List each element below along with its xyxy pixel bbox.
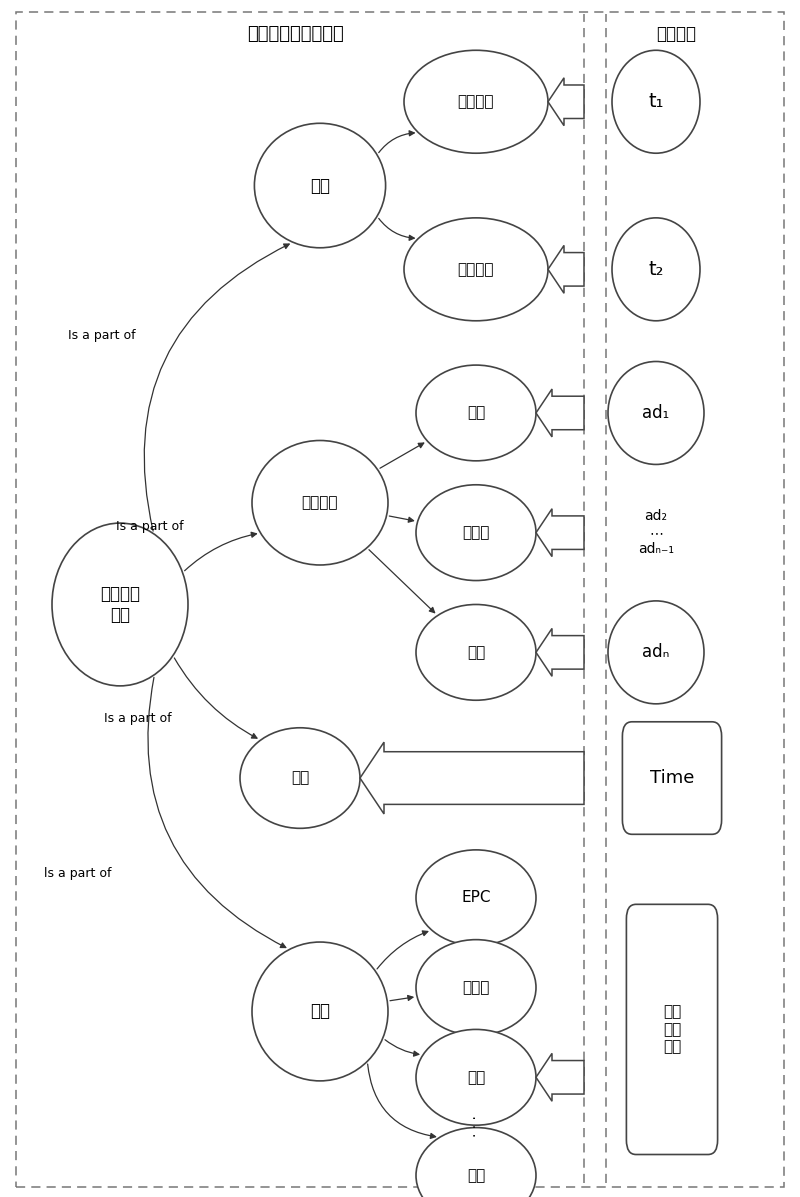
Ellipse shape bbox=[416, 365, 536, 461]
Ellipse shape bbox=[240, 728, 360, 828]
Text: · · ·: · · · bbox=[469, 1116, 483, 1137]
Text: ad₁: ad₁ bbox=[642, 403, 670, 423]
Text: 必经站: 必经站 bbox=[462, 525, 490, 540]
Ellipse shape bbox=[612, 50, 700, 153]
Text: 时间: 时间 bbox=[291, 771, 309, 785]
Text: 产品: 产品 bbox=[310, 1002, 330, 1021]
Text: 大小: 大小 bbox=[467, 1070, 485, 1084]
Ellipse shape bbox=[416, 1128, 536, 1197]
Ellipse shape bbox=[416, 940, 536, 1035]
Text: adₙ: adₙ bbox=[642, 643, 670, 662]
Ellipse shape bbox=[404, 50, 548, 153]
FancyBboxPatch shape bbox=[626, 905, 718, 1154]
Text: 属性赋值: 属性赋值 bbox=[656, 24, 696, 43]
Ellipse shape bbox=[416, 850, 536, 946]
Ellipse shape bbox=[608, 601, 704, 704]
Text: Is a part of: Is a part of bbox=[68, 329, 136, 341]
Ellipse shape bbox=[416, 604, 536, 700]
Text: 起点: 起点 bbox=[467, 406, 485, 420]
Text: Time: Time bbox=[650, 768, 694, 788]
Text: t₂: t₂ bbox=[648, 260, 664, 279]
Text: Is a part of: Is a part of bbox=[104, 712, 172, 724]
Polygon shape bbox=[536, 628, 584, 676]
Ellipse shape bbox=[252, 440, 388, 565]
Text: 温度下限: 温度下限 bbox=[458, 262, 494, 277]
Text: 终点: 终点 bbox=[467, 645, 485, 660]
Text: 产品
初始
信息: 产品 初始 信息 bbox=[663, 1004, 681, 1055]
Ellipse shape bbox=[254, 123, 386, 248]
Text: 冷链物流
信息: 冷链物流 信息 bbox=[100, 585, 140, 624]
Polygon shape bbox=[548, 245, 584, 293]
Text: 温度上限: 温度上限 bbox=[458, 95, 494, 109]
FancyBboxPatch shape bbox=[622, 722, 722, 834]
Text: 温度: 温度 bbox=[310, 176, 330, 195]
Text: 出厂商: 出厂商 bbox=[462, 980, 490, 995]
Text: 地理位置: 地理位置 bbox=[302, 496, 338, 510]
Ellipse shape bbox=[416, 1029, 536, 1125]
Text: 语义处理的本体模型: 语义处理的本体模型 bbox=[248, 24, 344, 43]
Ellipse shape bbox=[612, 218, 700, 321]
Ellipse shape bbox=[404, 218, 548, 321]
Text: EPC: EPC bbox=[462, 891, 490, 905]
Text: ad₂
⋯
adₙ₋₁: ad₂ ⋯ adₙ₋₁ bbox=[638, 510, 674, 555]
Text: t₁: t₁ bbox=[648, 92, 664, 111]
Text: Is a part of: Is a part of bbox=[116, 521, 184, 533]
Ellipse shape bbox=[52, 523, 188, 686]
Polygon shape bbox=[360, 742, 584, 814]
Polygon shape bbox=[548, 78, 584, 126]
Polygon shape bbox=[536, 389, 584, 437]
Polygon shape bbox=[536, 509, 584, 557]
Text: ls a part of: ls a part of bbox=[44, 868, 111, 880]
Ellipse shape bbox=[252, 942, 388, 1081]
Ellipse shape bbox=[608, 361, 704, 464]
Ellipse shape bbox=[416, 485, 536, 581]
Text: 类型: 类型 bbox=[467, 1168, 485, 1183]
Polygon shape bbox=[536, 1053, 584, 1101]
